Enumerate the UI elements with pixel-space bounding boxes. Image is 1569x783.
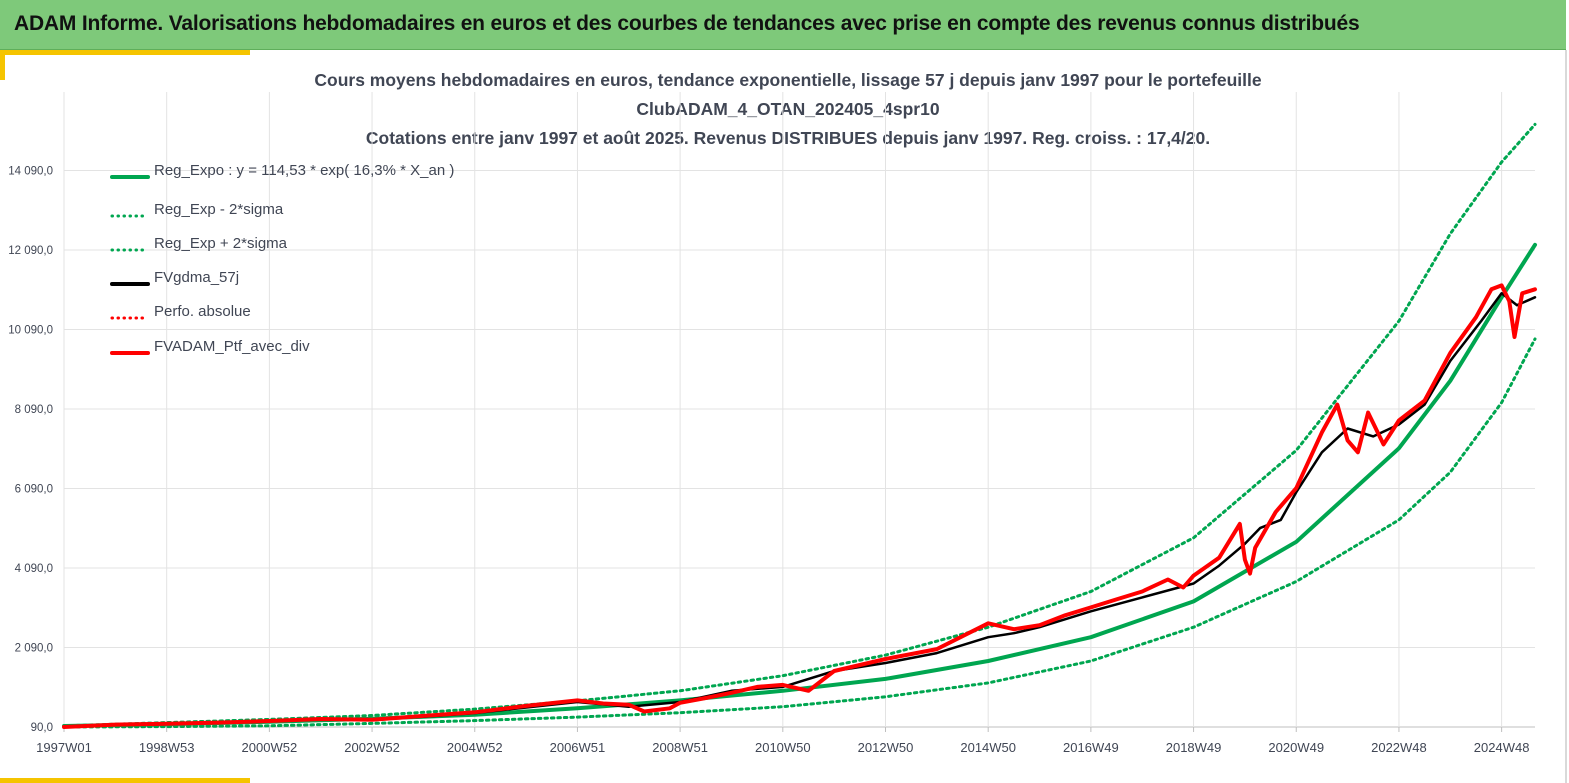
x-tick-label: 2006W51: [550, 740, 606, 755]
legend-label-reg-exp-minus: Reg_Exp - 2*sigma: [154, 201, 284, 218]
legend-swatch-fvgdma: [110, 275, 150, 286]
reg-exp-plus-2sigma-line: [62, 122, 1537, 728]
x-tick-label: 2016W49: [1063, 740, 1119, 755]
x-tick-label: 1997W01: [36, 740, 92, 755]
y-tick-label: 14 090,0: [8, 165, 53, 177]
y-tick-label: 6 090,0: [15, 483, 53, 495]
fvgdma-57j-line: [62, 292, 1537, 729]
x-tick-label: 2010W50: [755, 740, 811, 755]
legend-label-fvgdma: FVgdma_57j: [154, 269, 240, 286]
legend-label-portfolio: FVADAM_Ptf_avec_div: [154, 338, 310, 355]
legend-swatch-reg-exp-minus: [110, 207, 150, 218]
y-tick-label: 2 090,0: [15, 642, 53, 654]
x-tick-label: 2008W51: [652, 740, 708, 755]
legend-label-reg-exp-plus: Reg_Exp + 2*sigma: [154, 235, 287, 252]
chart-title-line-1: Cours moyens hebdomadaires en euros, ten…: [314, 70, 1262, 90]
legend-swatch-reg-exp-plus: [110, 241, 150, 252]
legend-swatch-portfolio: [110, 344, 150, 355]
legend-item-portfolio: FVADAM_Ptf_avec_div: [110, 338, 510, 358]
axes: 90,0 2 090,0 4 090,0 6 090,0 8 090,0 10 090,0…: [8, 165, 1529, 755]
accent-bar-left: [0, 50, 5, 80]
y-tick-label: 10 090,0: [8, 324, 53, 336]
chart-title-line-2: ClubADAM_4_OTAN_202405_4spr10: [636, 99, 940, 119]
x-tick-label: 2002W52: [344, 740, 400, 755]
series-lines: [62, 122, 1537, 729]
x-tick-label: 2004W52: [447, 740, 503, 755]
legend-item-reg-exp-plus: Reg_Exp + 2*sigma: [110, 235, 510, 255]
report-title: ADAM Informe. Valorisations hebdomadaire…: [14, 12, 1360, 35]
x-tick-label: 2020W49: [1268, 740, 1324, 755]
accent-bar-bottom: [0, 778, 250, 783]
legend-item-fvgdma: FVgdma_57j: [110, 269, 510, 289]
report-banner: ADAM Informe. Valorisations hebdomadaire…: [0, 0, 1566, 50]
legend-label-reg-expo: Reg_Expo : y = 114,53 * exp( 16,3% * X_a…: [154, 162, 455, 179]
legend-label-perfo-absolue: Perfo. absolue: [154, 303, 251, 320]
reg-exp-minus-2sigma-line: [62, 337, 1537, 729]
y-tick-label: 90,0: [31, 722, 53, 734]
frame-border-right: [1565, 50, 1567, 783]
legend-item-reg-expo: Reg_Expo : y = 114,53 * exp( 16,3% * X_a…: [110, 162, 510, 182]
x-tick-label: 2012W50: [858, 740, 914, 755]
x-tick-label: 1998W53: [139, 740, 195, 755]
x-tick-label: 2022W48: [1371, 740, 1427, 755]
legend-swatch-reg-expo: [110, 168, 150, 179]
accent-bar-top: [0, 50, 250, 55]
legend-swatch-perfo-absolue: [110, 309, 150, 320]
portfolio-line: [62, 283, 1537, 729]
legend-item-perfo-absolue: Perfo. absolue: [110, 303, 510, 323]
x-tick-label: 2014W50: [960, 740, 1016, 755]
gridlines: [63, 92, 1535, 728]
x-tick-label: 2000W52: [242, 740, 298, 755]
x-tick-label: 2018W49: [1166, 740, 1222, 755]
y-tick-label: 4 090,0: [15, 563, 53, 575]
x-tick-label: 2024W48: [1474, 740, 1530, 755]
legend-item-reg-exp-minus: Reg_Exp - 2*sigma: [110, 201, 510, 221]
y-tick-label: 12 090,0: [8, 245, 53, 257]
y-tick-label: 8 090,0: [15, 404, 53, 416]
